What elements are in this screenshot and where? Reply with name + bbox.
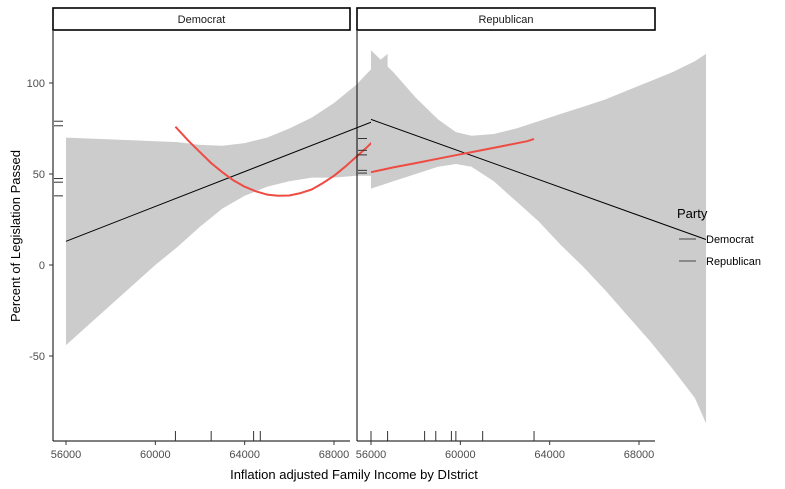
facet-strip-label-0: Democrat bbox=[178, 14, 226, 26]
x-tick-label-0-2: 64000 bbox=[229, 449, 260, 461]
x-tick-label-0-0: 56000 bbox=[51, 449, 82, 461]
y-axis-title: Percent of Legislation Passed bbox=[8, 150, 23, 322]
legend-title: Party bbox=[677, 206, 708, 221]
linear-fit-line-1 bbox=[370, 118, 707, 240]
x-tick-label-1-2: 64000 bbox=[534, 449, 565, 461]
facet-strip-1 bbox=[356, 7, 656, 31]
confidence-band-1 bbox=[371, 50, 706, 424]
legend-label-0: Democrat bbox=[706, 234, 754, 246]
quadratic-fit-line-1 bbox=[370, 137, 535, 174]
confidence-band-0 bbox=[66, 53, 388, 346]
x-tick-label-1-3: 68000 bbox=[624, 449, 655, 461]
x-tick-label-0-1: 60000 bbox=[140, 449, 171, 461]
facet-strip-label-1: Republican bbox=[478, 14, 533, 26]
y-tick-label-0: -50 bbox=[29, 351, 45, 363]
x-tick-label-1-0: 56000 bbox=[356, 449, 387, 461]
x-axis-title: Inflation adjusted Family Income by DIst… bbox=[230, 467, 478, 482]
y-tick-label-2: 50 bbox=[33, 169, 45, 181]
x-tick-label-0-3: 68000 bbox=[319, 449, 350, 461]
facet-strip-0 bbox=[52, 7, 351, 31]
y-tick-label-1: 0 bbox=[39, 260, 45, 272]
quadratic-fit-line-0 bbox=[174, 125, 389, 197]
y-tick-label-3: 100 bbox=[27, 78, 45, 90]
x-tick-label-1-1: 60000 bbox=[445, 449, 476, 461]
legend-label-1: Republican bbox=[706, 256, 761, 268]
linear-fit-line-0 bbox=[65, 115, 388, 242]
